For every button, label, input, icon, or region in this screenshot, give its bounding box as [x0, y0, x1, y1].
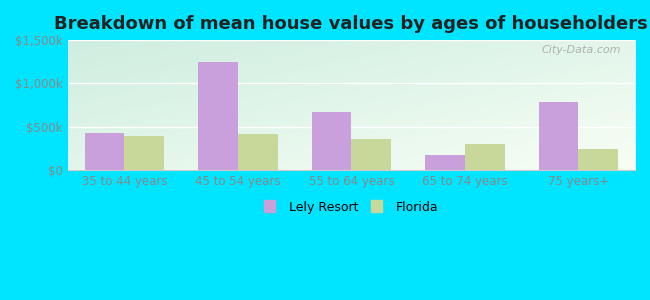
Bar: [84, 133, 124, 170]
Text: City-Data.com: City-Data.com: [541, 45, 621, 55]
Bar: [465, 144, 504, 170]
Title: Breakdown of mean house values by ages of householders: Breakdown of mean house values by ages o…: [55, 15, 648, 33]
Bar: [238, 134, 278, 170]
Bar: [124, 136, 164, 170]
Bar: [425, 154, 465, 170]
Legend: Lely Resort, Florida: Lely Resort, Florida: [259, 196, 443, 219]
Bar: [198, 62, 238, 170]
Bar: [351, 139, 391, 170]
Bar: [539, 102, 578, 170]
Bar: [311, 112, 351, 170]
Bar: [578, 148, 618, 170]
